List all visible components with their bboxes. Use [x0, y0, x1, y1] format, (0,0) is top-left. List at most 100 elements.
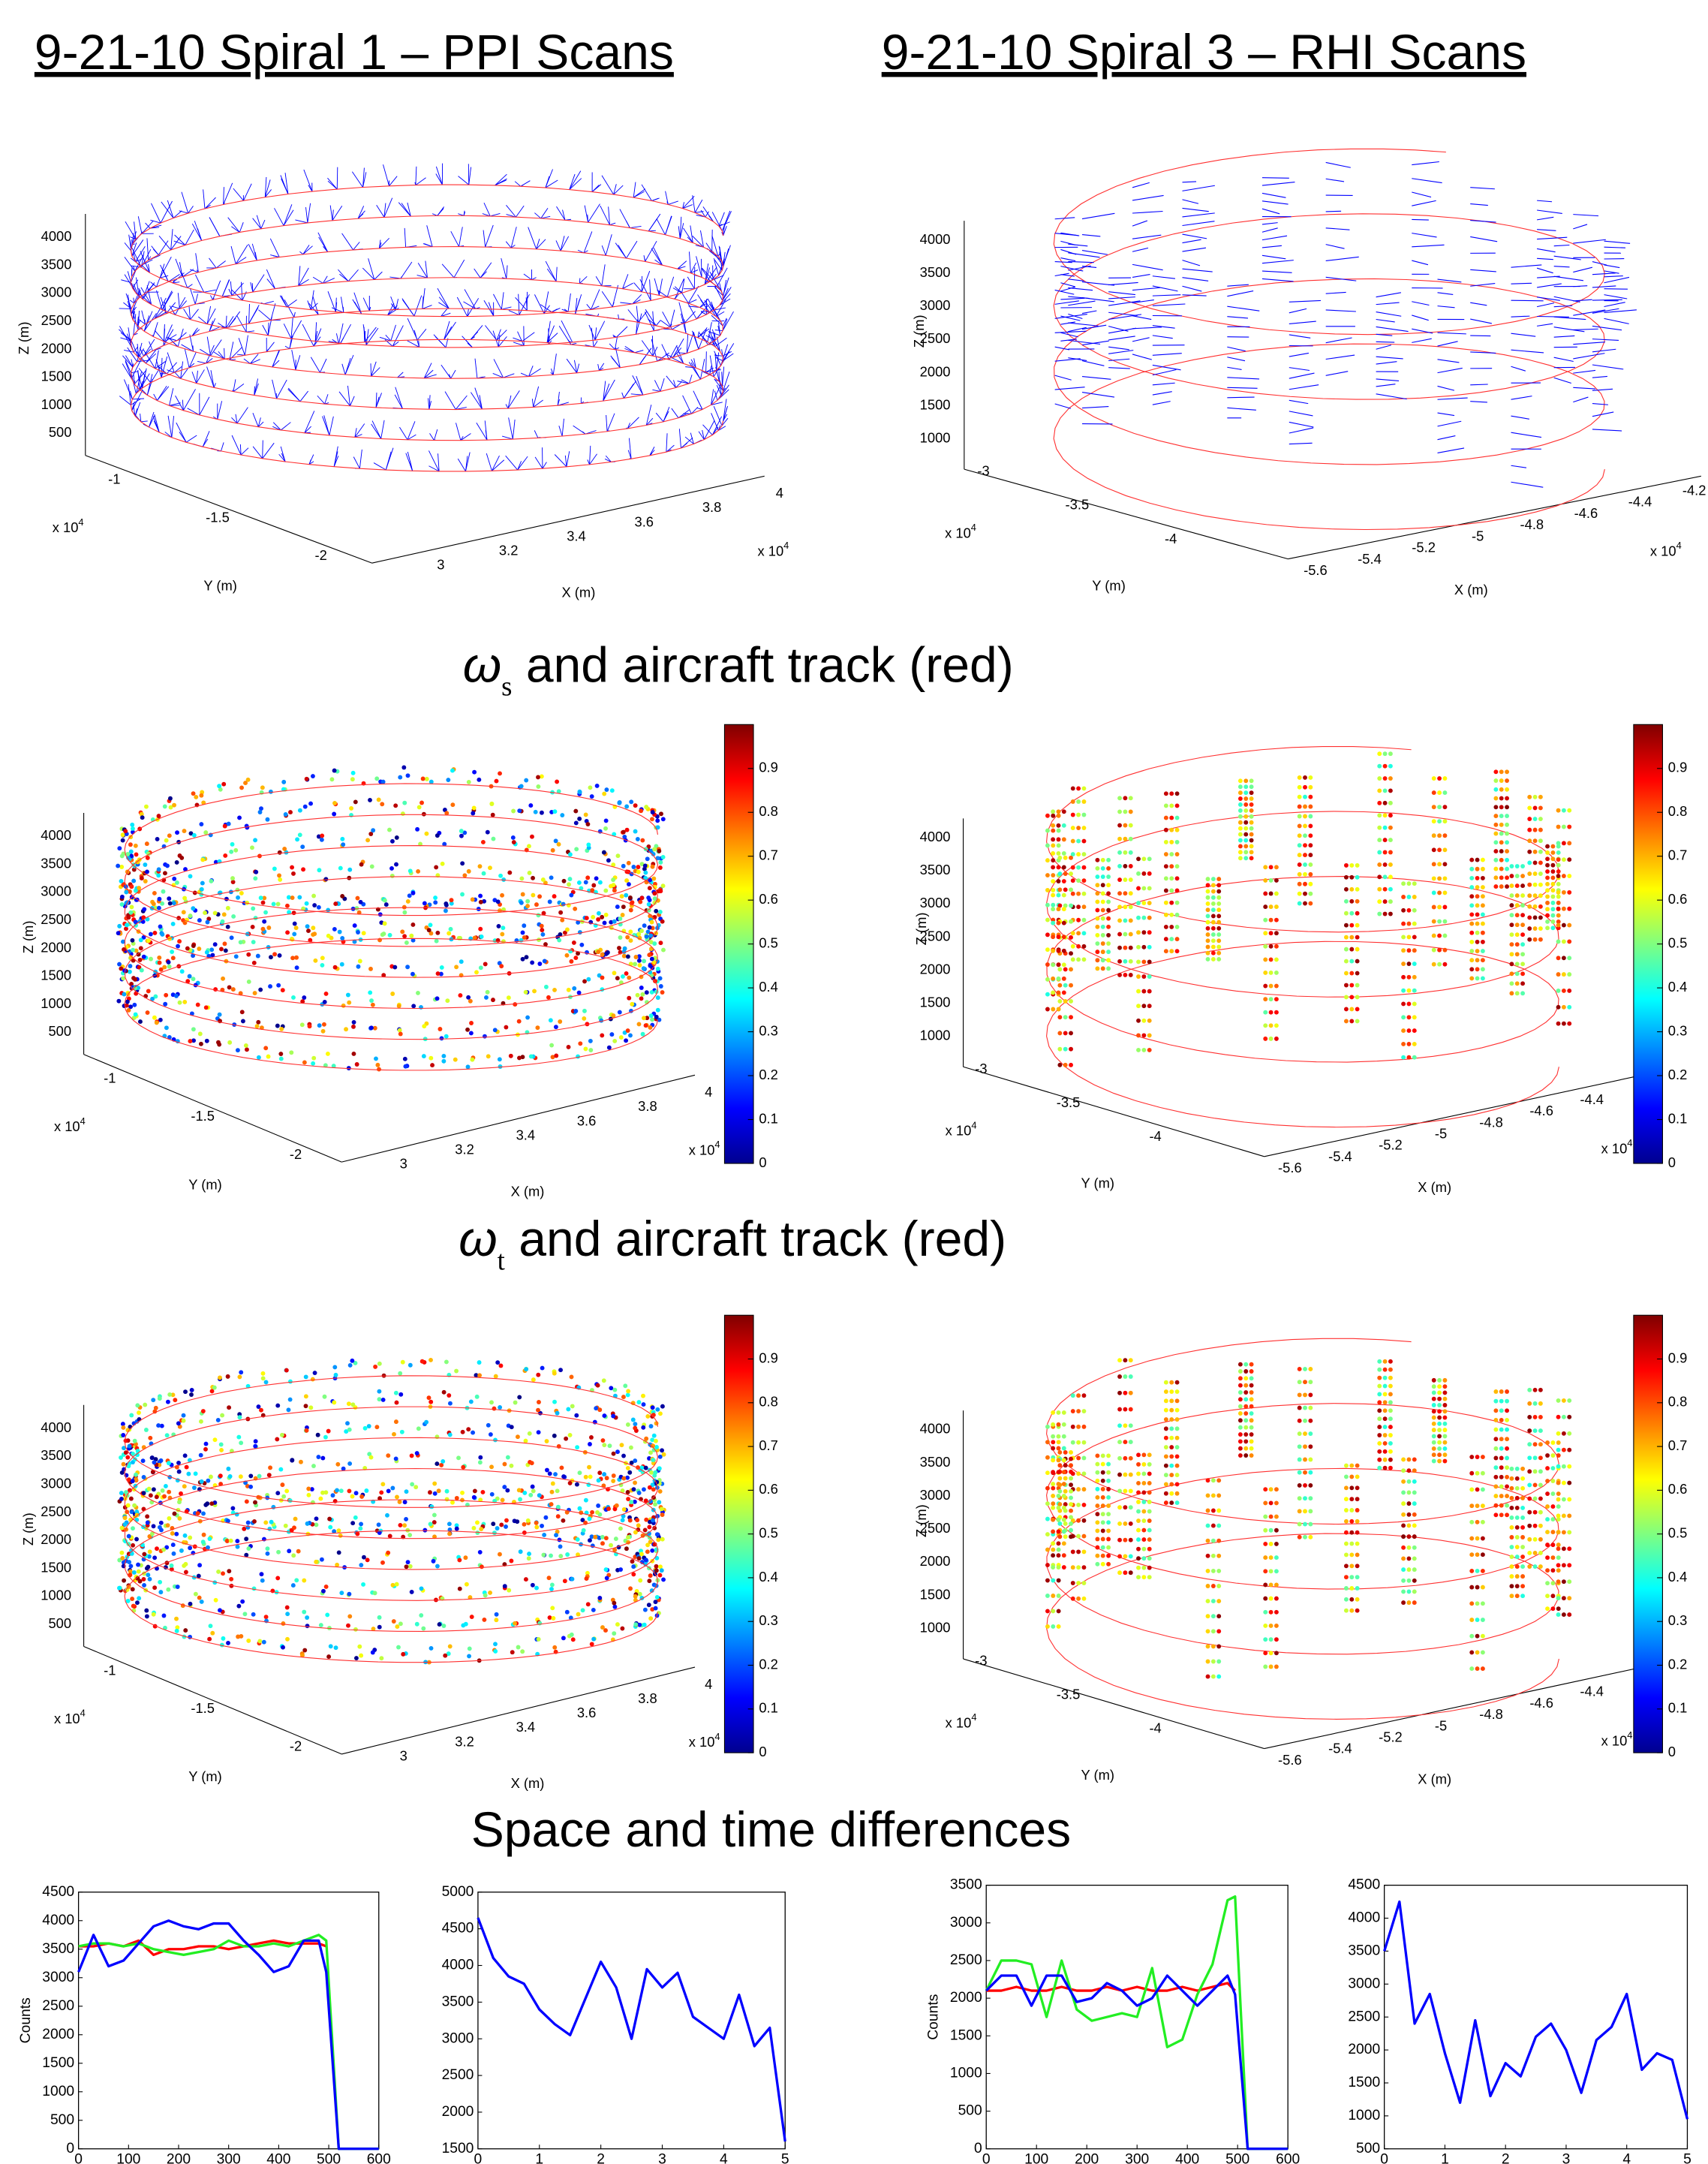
sample: [347, 1461, 352, 1466]
sample: [555, 1488, 560, 1493]
sample: [347, 1614, 352, 1618]
sample: [145, 841, 149, 846]
sample: [1556, 1005, 1561, 1010]
sample: [1432, 890, 1436, 895]
sample: [178, 1001, 182, 1005]
sample: [1505, 814, 1509, 818]
sample: [491, 837, 495, 841]
sample: [401, 811, 405, 816]
sample: [1442, 776, 1447, 781]
sample: [1169, 925, 1174, 929]
x-tick-label: -5.4: [1328, 1148, 1352, 1164]
sample: [142, 1475, 146, 1479]
sample: [1567, 939, 1571, 944]
sample: [125, 1000, 130, 1004]
sample: [203, 1447, 208, 1452]
sample: [167, 833, 172, 838]
sample: [661, 817, 666, 821]
sample: [290, 956, 295, 960]
sample: [1344, 995, 1349, 1000]
sample: [450, 802, 455, 807]
sample: [142, 1577, 146, 1582]
sample: [380, 1561, 385, 1565]
sample: [1556, 841, 1561, 845]
sample: [131, 826, 135, 831]
sample: [1527, 926, 1532, 931]
sample: [432, 1512, 437, 1517]
sample: [320, 963, 324, 968]
sample: [244, 1536, 248, 1541]
sample: [530, 835, 534, 839]
sample: [1243, 814, 1248, 819]
sample: [305, 1624, 310, 1628]
sample: [1538, 915, 1543, 919]
sample: [142, 1552, 146, 1557]
sample: [1442, 805, 1447, 809]
sample: [606, 950, 610, 955]
sample: [213, 1437, 218, 1442]
sample: [1263, 904, 1267, 909]
sample: [1062, 809, 1066, 814]
y-tick-label: -1.5: [206, 509, 230, 525]
sample: [1509, 952, 1514, 956]
exponent-base: x 10: [946, 1123, 972, 1139]
sample: [1216, 926, 1221, 931]
sample: [1538, 860, 1543, 865]
sample: [152, 931, 157, 935]
sample: [200, 857, 205, 862]
sample: [1211, 957, 1216, 962]
sample: [392, 965, 397, 970]
sample: [1123, 837, 1127, 841]
sample: [658, 910, 663, 914]
sample: [554, 1533, 558, 1537]
sample: [1499, 823, 1504, 827]
sample: [199, 822, 203, 826]
sample: [579, 943, 584, 947]
sample: [629, 908, 633, 913]
sample: [493, 1028, 498, 1032]
sample: [1308, 843, 1313, 847]
sample: [132, 1503, 137, 1508]
sample: [441, 1624, 446, 1628]
sample: [156, 873, 161, 877]
sample: [338, 866, 343, 871]
sample: [219, 1443, 224, 1447]
sample: [1377, 751, 1382, 756]
sample: [1303, 785, 1307, 790]
sample: [179, 1549, 184, 1553]
sample: [633, 803, 638, 808]
sample: [1062, 990, 1066, 995]
sample: [395, 1582, 399, 1587]
sample: [619, 1035, 624, 1040]
sample: [629, 1446, 633, 1450]
sample: [429, 1522, 433, 1527]
sample: [390, 992, 395, 996]
sample: [347, 868, 352, 872]
sample: [531, 1485, 535, 1489]
sample: [644, 1437, 648, 1441]
sample: [1401, 948, 1406, 953]
sample: [263, 910, 268, 915]
sample: [1095, 958, 1099, 962]
sample: [127, 1534, 131, 1539]
sample: [1057, 1063, 1062, 1067]
sample: [627, 976, 631, 980]
sample: [1383, 887, 1388, 892]
sample: [531, 1583, 535, 1588]
sample: [654, 1568, 659, 1573]
sample: [356, 896, 360, 901]
sample: [221, 1571, 225, 1576]
sample: [658, 889, 663, 893]
sample: [1533, 805, 1538, 810]
sample: [322, 1022, 326, 1027]
sample: [1388, 751, 1393, 756]
sample: [1117, 864, 1122, 868]
sample: [1249, 790, 1254, 795]
sample: [337, 1550, 341, 1555]
sample: [1388, 838, 1393, 842]
sample: [1556, 825, 1561, 829]
sample: [1071, 931, 1075, 935]
sample: [1263, 984, 1267, 989]
sample: [285, 1606, 290, 1610]
sample: [1076, 852, 1081, 856]
